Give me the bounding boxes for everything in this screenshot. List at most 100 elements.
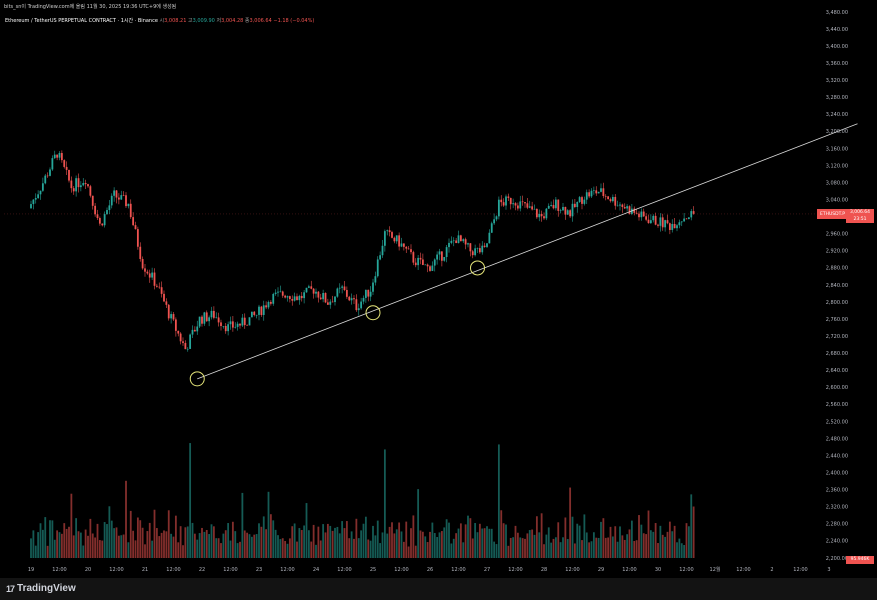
volume-bar [592,532,595,558]
volume-bar [417,489,420,558]
volume-bar [46,545,49,558]
volume-bar [198,533,201,558]
candle-body [410,249,412,253]
candle-body [106,210,108,215]
candle-body [122,195,125,196]
candle-body [153,272,156,286]
volume-bar [414,545,417,558]
volume-bar [56,530,59,558]
price-tick-label: 2,600.00 [826,385,848,391]
candle-body [96,214,99,219]
volume-bar [231,521,234,558]
candle-body [372,282,374,292]
price-tick-label: 2,440.00 [826,453,848,459]
candle-body [155,285,158,287]
volume-bar [638,515,640,558]
tradingview-logo[interactable]: 17 TradingView [6,583,76,594]
trendline-touch-circle[interactable] [365,305,381,321]
candle-body [421,259,424,265]
time-tick-label: 12:00 [166,567,180,573]
volume-bar [533,534,536,558]
time-tick-label: 12:00 [565,567,579,573]
volume-bar [443,527,446,558]
candle-body [623,206,626,209]
candle-body [127,203,130,207]
volume-bar [412,515,415,558]
volume-bar [476,532,479,558]
trendline[interactable] [197,123,858,380]
candle-body [436,254,439,260]
volume-bar [205,530,208,558]
candle-body [562,206,564,211]
volume-bar [630,520,633,558]
candle-body [657,224,659,226]
tradingview-logo-icon: 17 [6,583,15,594]
volume-bar [189,443,192,558]
price-tick-label: 2,240.00 [826,539,848,545]
candle-body [239,323,241,326]
symbol-title[interactable]: Ethereum / TetherUS PERPETUAL CONTRACT ·… [5,18,158,24]
close-value: 3,006.64 −1.18 (−0.04%) [249,18,315,24]
volume-bar [272,520,275,558]
time-tick-label: 12:00 [679,567,693,573]
volume-bar [89,518,92,558]
candle-body [243,317,246,326]
volume-bar [220,543,222,558]
volume-bar [512,537,515,558]
volume-bar [248,534,251,558]
time-tick-label: 3 [827,567,830,573]
candle-body [516,205,519,209]
volume-bar [141,527,144,558]
symbol-price-tag: ETHUSDT.P [817,209,848,219]
candle-body [393,237,396,242]
volume-bar [367,539,370,558]
volume-bar [65,528,68,558]
volume-bar [640,524,643,558]
volume-bar [540,513,543,558]
time-tick-label: 24 [313,567,319,573]
volume-bar [127,542,130,558]
candle-body [367,289,370,297]
volume-bar [208,534,211,558]
volume-bar [550,542,553,558]
volume-bar [174,515,177,558]
candle-body [673,223,676,229]
volume-bar [474,523,477,558]
trendline-touch-circle[interactable] [189,371,205,387]
volume-bar [63,523,66,558]
volume-bar [673,525,676,558]
volume-bar [322,524,325,558]
volume-bar [307,530,310,558]
candle-body [158,286,161,288]
volume-bar [336,526,339,558]
time-tick-label: 30 [655,567,661,573]
price-tick-label: 2,320.00 [826,505,848,511]
price-tick-label: 3,120.00 [826,163,848,169]
candle-body [391,232,393,238]
candle-body [668,223,671,230]
volume-bar [201,527,203,558]
candle-body [281,291,284,296]
trendline-touch-circle[interactable] [470,260,485,276]
open-value: 3,008.21 [164,18,187,24]
volume-bar [616,541,619,558]
volume-bar [362,523,365,558]
volume-bar [296,541,298,558]
volume-bar [467,515,469,558]
volume-bar [253,534,256,558]
volume-bar [58,532,61,558]
volume-bar [177,542,180,558]
candle-body [288,296,291,299]
candle-body [101,223,104,226]
candle-body [75,178,78,192]
volume-bar [172,536,175,558]
candle-body [486,243,488,247]
candle-body [255,314,258,316]
candle-body [267,301,270,308]
current-price-tag: 3,006.64 23:51 [846,209,874,223]
candle-body [379,255,382,260]
price-tick-label: 3,440.00 [826,27,848,33]
volume-bar [115,527,118,558]
candle-body [136,229,139,247]
